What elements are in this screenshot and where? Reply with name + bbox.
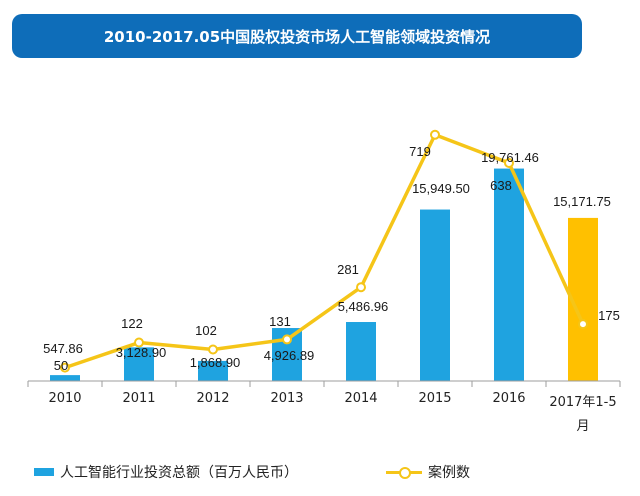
x-tick-label: 2010 — [48, 391, 81, 406]
bar — [494, 168, 524, 381]
line-point — [208, 344, 218, 355]
line-point — [60, 362, 70, 373]
case-count-label: 175 — [598, 308, 620, 323]
line-layer — [60, 129, 588, 373]
labels-layer: 547.86 3,128.90 1,868.90 4,926.89 5,486.96 15… — [43, 144, 620, 373]
line-point — [578, 319, 588, 330]
legend-bar-swatch — [34, 468, 54, 476]
line-series — [64, 133, 585, 370]
bar-value-label: 19,761.46 — [481, 150, 539, 165]
bars-layer — [50, 168, 598, 381]
x-tick-label: 2012 — [196, 391, 229, 406]
legend-line: 案例数 — [386, 460, 470, 484]
case-count-label: 638 — [490, 178, 512, 193]
case-count-label: 131 — [269, 314, 291, 329]
chart-title-banner: 2010-2017.05中国股权投资市场人工智能领域投资情况 — [12, 14, 582, 58]
bar-value-label: 4,926.89 — [264, 348, 315, 363]
chart-title: 2010-2017.05中国股权投资市场人工智能领域投资情况 — [103, 27, 491, 46]
bar — [124, 347, 154, 381]
x-tick-label: 2014 — [344, 391, 377, 406]
bar — [420, 209, 450, 381]
x-tick-label: 2013 — [270, 391, 303, 406]
case-count-label: 719 — [409, 144, 431, 159]
legend-line-swatch — [386, 465, 422, 479]
case-count-label: 281 — [337, 262, 359, 277]
legend-bar: 人工智能行业投资总额（百万人民币） — [34, 460, 298, 484]
bar — [198, 360, 228, 381]
x-tick-label: 2015 — [418, 391, 451, 406]
bar-value-label: 15,171.75 — [553, 194, 611, 209]
bar — [50, 375, 80, 381]
bar-value-label: 1,868.90 — [190, 355, 241, 370]
bar-value-label: 5,486.96 — [338, 299, 389, 314]
x-tick-label: 2011 — [122, 391, 155, 406]
x-tick-label: 2016 — [492, 391, 525, 406]
line-point — [282, 334, 292, 345]
line-point — [430, 129, 440, 140]
x-tick-label: 2017年1-5 月 — [549, 395, 616, 434]
bar — [346, 322, 376, 381]
case-count-label: 122 — [121, 316, 143, 331]
bar-value-label: 15,949.50 — [412, 181, 470, 196]
bar-value-label: 3,128.90 — [116, 345, 167, 360]
legend-bar-label: 人工智能行业投资总额（百万人民币） — [60, 465, 298, 481]
case-count-label: 50 — [54, 358, 68, 373]
bar-value-label: 547.86 — [43, 341, 83, 356]
ticks-layer: 2010 2011 2012 2013 2014 2015 2016 2017年1-5 月 — [27, 381, 621, 434]
line-point — [504, 157, 514, 168]
case-count-label: 102 — [195, 323, 217, 338]
legend-line-label: 案例数 — [428, 465, 470, 481]
line-point — [356, 282, 366, 293]
line-point — [134, 337, 144, 348]
